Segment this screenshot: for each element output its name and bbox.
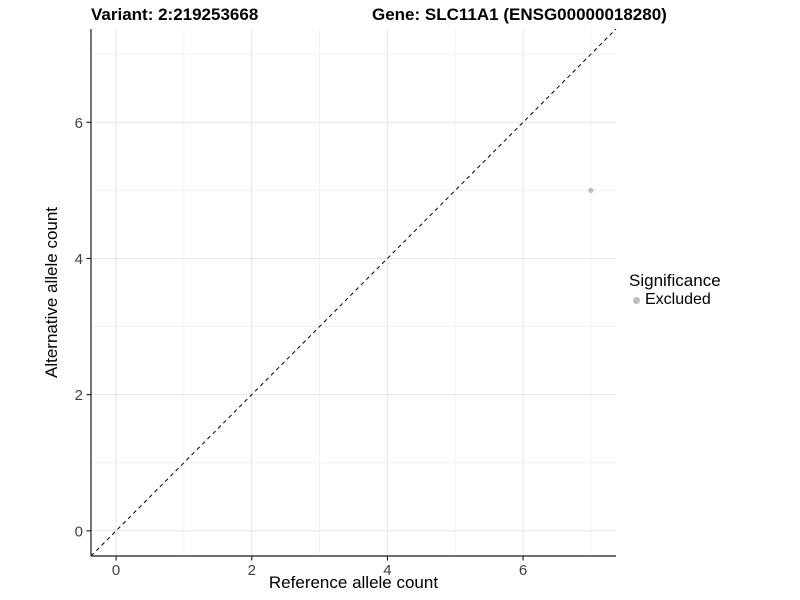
y-tick-label: 4 [75, 251, 83, 268]
legend-item-excluded: Excluded [629, 291, 721, 309]
y-tick-label: 0 [75, 523, 83, 540]
x-tick-label: 6 [519, 562, 527, 579]
title-gene: Gene: SLC11A1 (ENSG00000018280) [372, 5, 667, 24]
identity-dashed-line [90, 28, 617, 557]
y-axis-title: Alternative allele count [42, 207, 61, 378]
y-tick-label: 2 [75, 387, 83, 404]
legend-title: Significance [629, 271, 721, 290]
legend: Significance Excluded [629, 271, 721, 309]
title-variant: Variant: 2:219253668 [91, 5, 259, 24]
x-axis-title: Reference allele count [269, 573, 438, 592]
y-tick-label: 6 [75, 115, 83, 132]
data-point-excluded [588, 187, 594, 193]
excluded-point-icon [633, 296, 640, 304]
legend-item-label: Excluded [645, 291, 711, 308]
x-tick-label: 0 [112, 562, 120, 579]
x-tick-label: 2 [248, 562, 256, 579]
x-tick-label: 4 [383, 562, 391, 579]
